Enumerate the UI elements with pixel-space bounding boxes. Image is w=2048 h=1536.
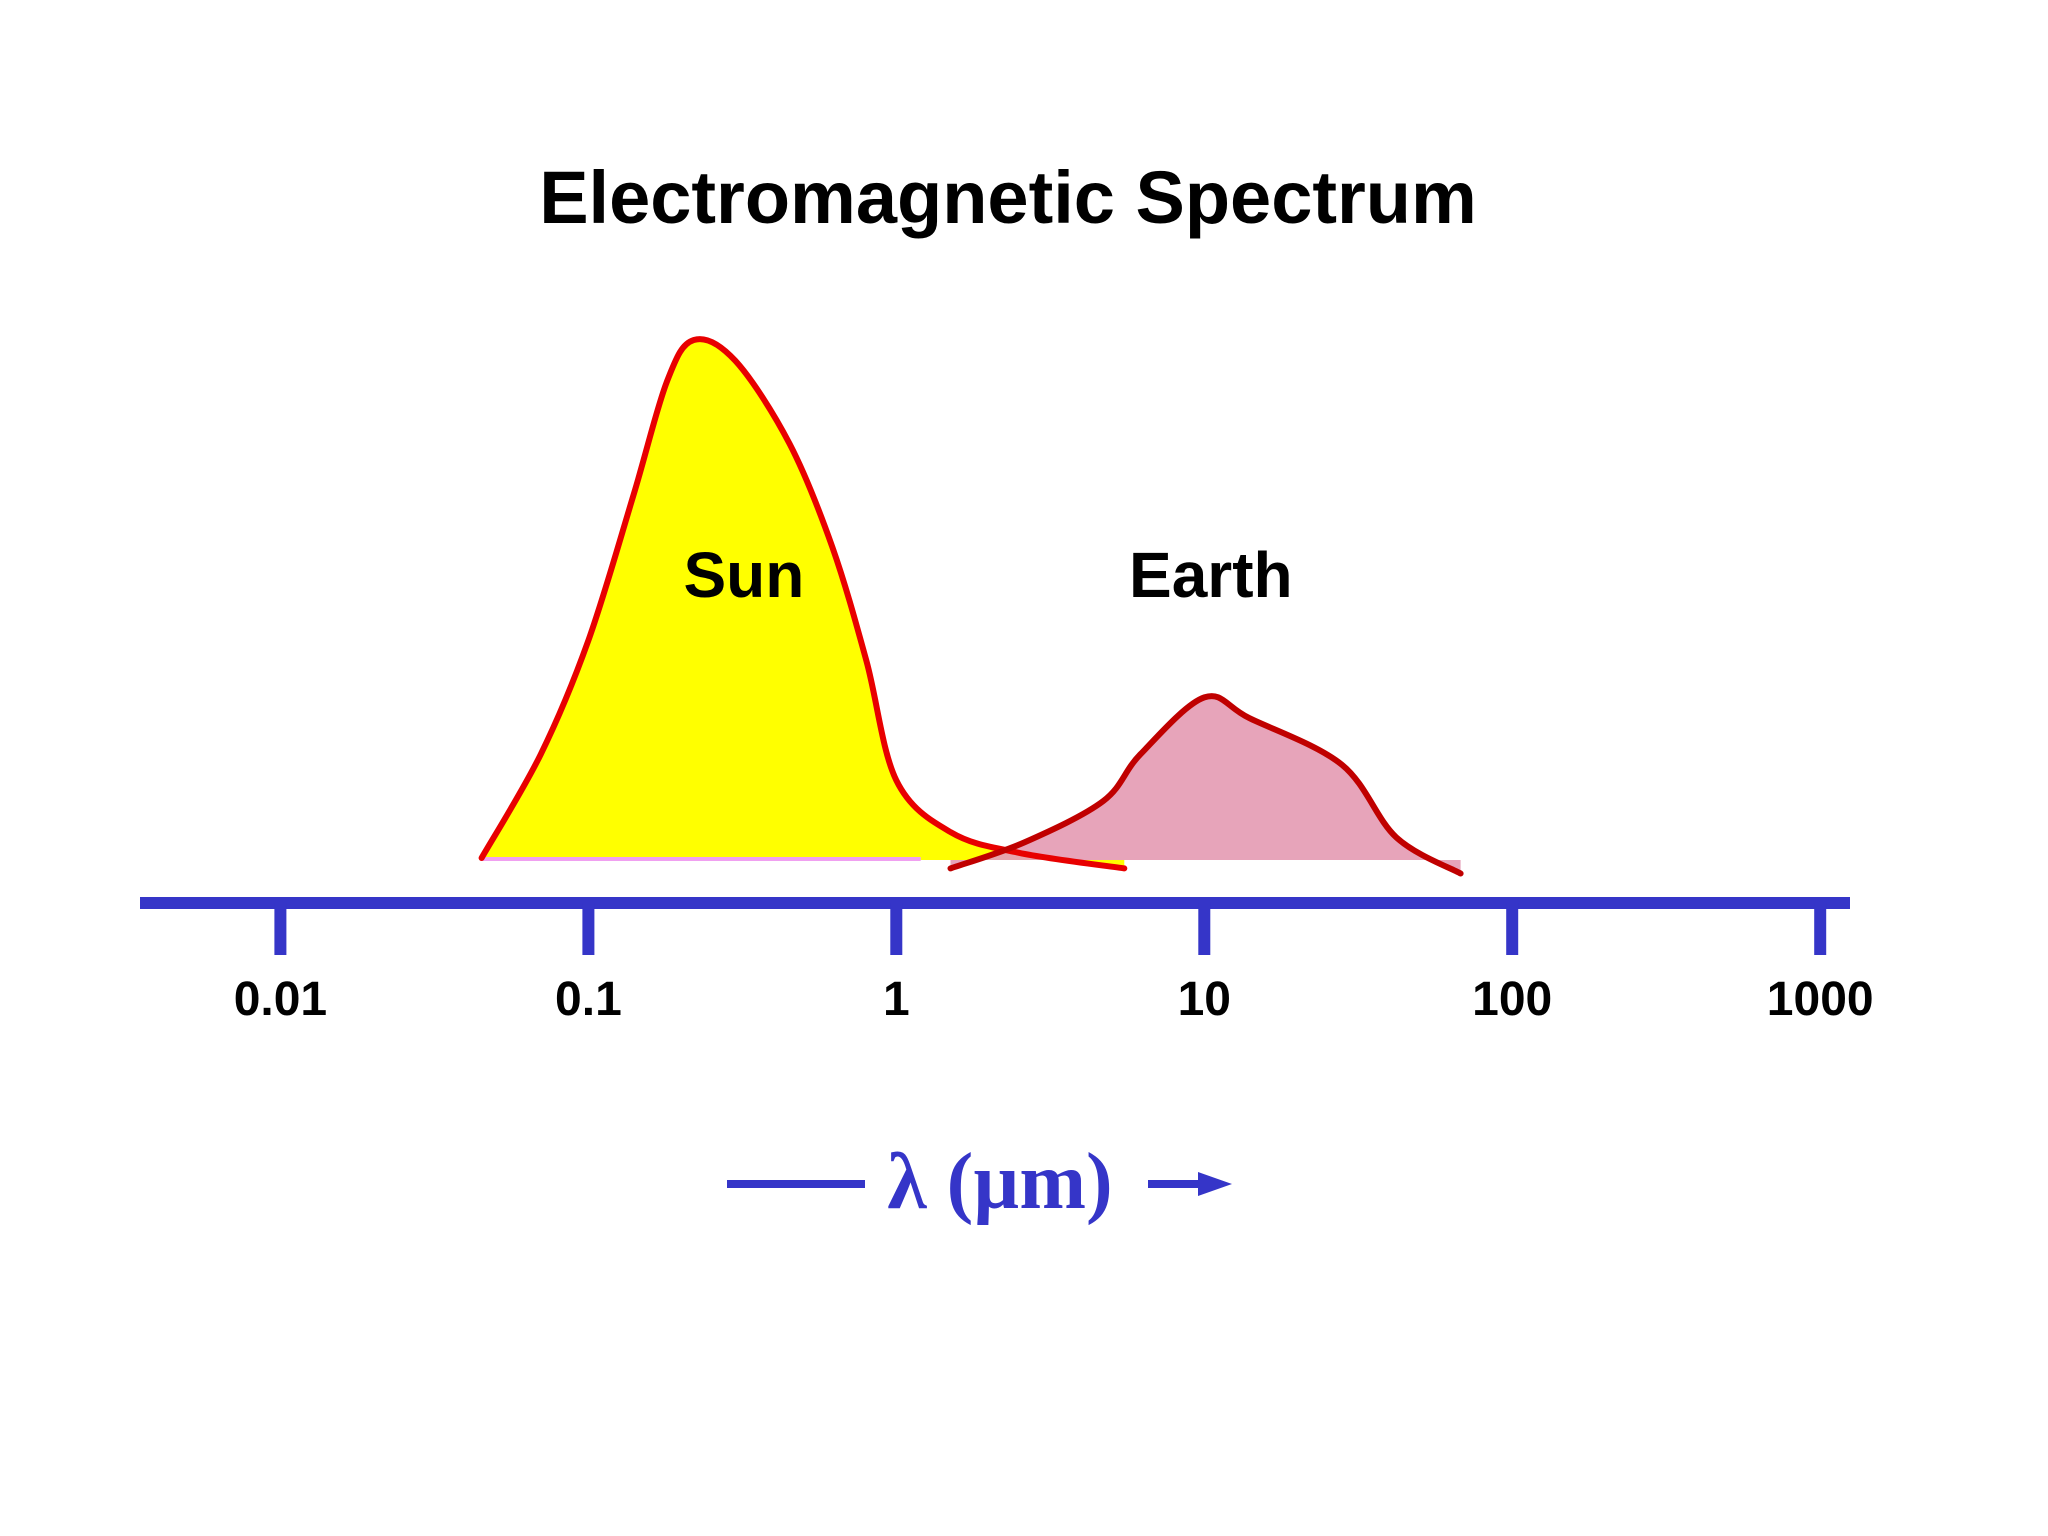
chart-title: Electromagnetic Spectrum xyxy=(539,156,1477,239)
x-tick-label: 0.01 xyxy=(234,973,327,1026)
sun-curve xyxy=(478,336,1128,872)
x-label-arrow-head xyxy=(1198,1172,1232,1196)
x-tick-label: 10 xyxy=(1178,973,1231,1026)
x-tick-label: 100 xyxy=(1472,973,1552,1026)
x-axis: 0.01 0.1 1 10 100 1000 xyxy=(140,897,1874,1026)
x-tick-label: 0.1 xyxy=(555,973,622,1026)
x-label-text: λ (µm) xyxy=(887,1138,1112,1226)
earth-label: Earth xyxy=(1129,539,1293,611)
x-tick-label: 1000 xyxy=(1767,973,1874,1026)
series-layer xyxy=(478,336,1464,877)
curve-labels: Sun Earth xyxy=(683,539,1292,611)
sun-label: Sun xyxy=(683,539,804,611)
earth-area xyxy=(950,696,1461,874)
x-tick-label: 1 xyxy=(883,973,910,1026)
x-axis-label: λ (µm) xyxy=(727,1138,1232,1226)
earth-curve xyxy=(947,693,1464,877)
